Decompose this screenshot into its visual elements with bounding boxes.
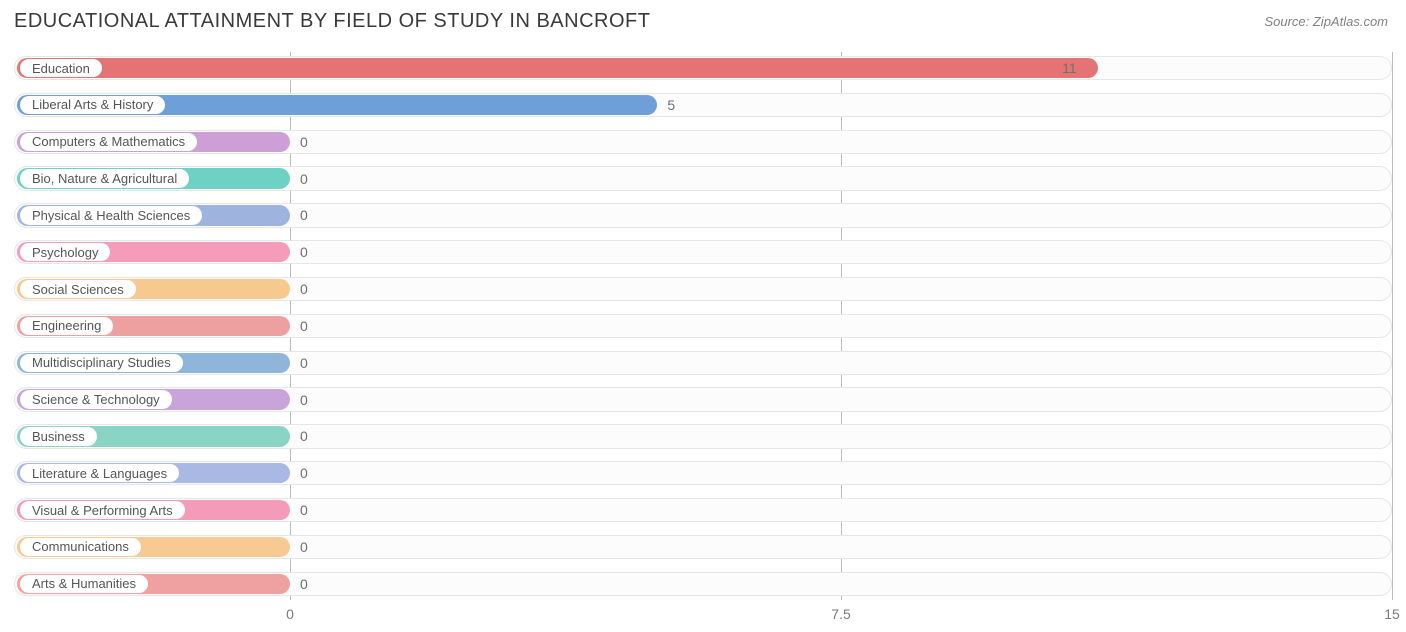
x-grid-line: [1392, 52, 1393, 600]
bar-category-pill: Education: [20, 59, 102, 77]
bar-category-pill: Business: [20, 427, 97, 445]
bar-category-pill: Computers & Mathematics: [20, 133, 197, 151]
bar-category-pill: Physical & Health Sciences: [20, 206, 202, 224]
bar-category-pill: Arts & Humanities: [20, 575, 148, 593]
x-axis-tick-label: 15: [1384, 606, 1400, 622]
chart-source: Source: ZipAtlas.com: [1264, 14, 1388, 29]
bar-row: Computers & Mathematics 0: [14, 126, 1392, 158]
bar-row: Business 0: [14, 420, 1392, 452]
chart-inner: 07.515Education11Liberal Arts & History5…: [14, 52, 1392, 600]
bar-row: Multidisciplinary Studies 0: [14, 347, 1392, 379]
bar-value-label: 0: [300, 494, 308, 526]
bar-row: Science & Technology 0: [14, 383, 1392, 415]
bar-category-pill: Liberal Arts & History: [20, 96, 165, 114]
bar-row: Liberal Arts & History 5: [14, 89, 1392, 121]
bar-category-pill: Literature & Languages: [20, 464, 179, 482]
bar-category-pill: Multidisciplinary Studies: [20, 354, 183, 372]
bar-row: Communications 0: [14, 531, 1392, 563]
bar-category-pill: Visual & Performing Arts: [20, 501, 185, 519]
bar-value-label: 0: [300, 568, 308, 600]
bar-row: Literature & Languages 0: [14, 457, 1392, 489]
chart-title: EDUCATIONAL ATTAINMENT BY FIELD OF STUDY…: [14, 10, 650, 33]
bar-row: Engineering 0: [14, 310, 1392, 342]
x-axis-tick-label: 7.5: [831, 606, 850, 622]
bar-row: Social Sciences 0: [14, 273, 1392, 305]
bar-rows: Education 11 Liberal Arts & History 5 Comput…: [14, 52, 1392, 600]
bar-row: Bio, Nature & Agricultural 0: [14, 162, 1392, 194]
bar-value-label: 0: [300, 347, 308, 379]
bar-value-label: 0: [300, 236, 308, 268]
bar-category-pill: Social Sciences: [20, 280, 136, 298]
bar-value-label: 0: [300, 162, 308, 194]
bar-value-label: 0: [300, 126, 308, 158]
bar-row: Education 11: [14, 52, 1392, 84]
bar-fill: [17, 58, 1098, 78]
bar-value-label: 0: [300, 531, 308, 563]
bar-category-pill: Communications: [20, 538, 141, 556]
bar-value-label: 0: [300, 457, 308, 489]
bar-row: Psychology 0: [14, 236, 1392, 268]
bar-category-pill: Science & Technology: [20, 390, 172, 408]
bar-value-label: 0: [300, 199, 308, 231]
bar-value-label: 11: [1062, 52, 1077, 84]
bar-value-label: 0: [300, 383, 308, 415]
bar-row: Arts & Humanities 0: [14, 568, 1392, 600]
bar-category-pill: Engineering: [20, 317, 113, 335]
bar-value-label: 0: [300, 310, 308, 342]
x-axis-tick-label: 0: [286, 606, 294, 622]
bar-row: Visual & Performing Arts 0: [14, 494, 1392, 526]
bar-row: Physical & Health Sciences 0: [14, 199, 1392, 231]
bar-category-pill: Bio, Nature & Agricultural: [20, 169, 189, 187]
bar-value-label: 5: [667, 89, 675, 121]
bar-value-label: 0: [300, 273, 308, 305]
bar-value-label: 0: [300, 420, 308, 452]
chart-area: 07.515Education11Liberal Arts & History5…: [14, 52, 1392, 600]
bar-category-pill: Psychology: [20, 243, 110, 261]
